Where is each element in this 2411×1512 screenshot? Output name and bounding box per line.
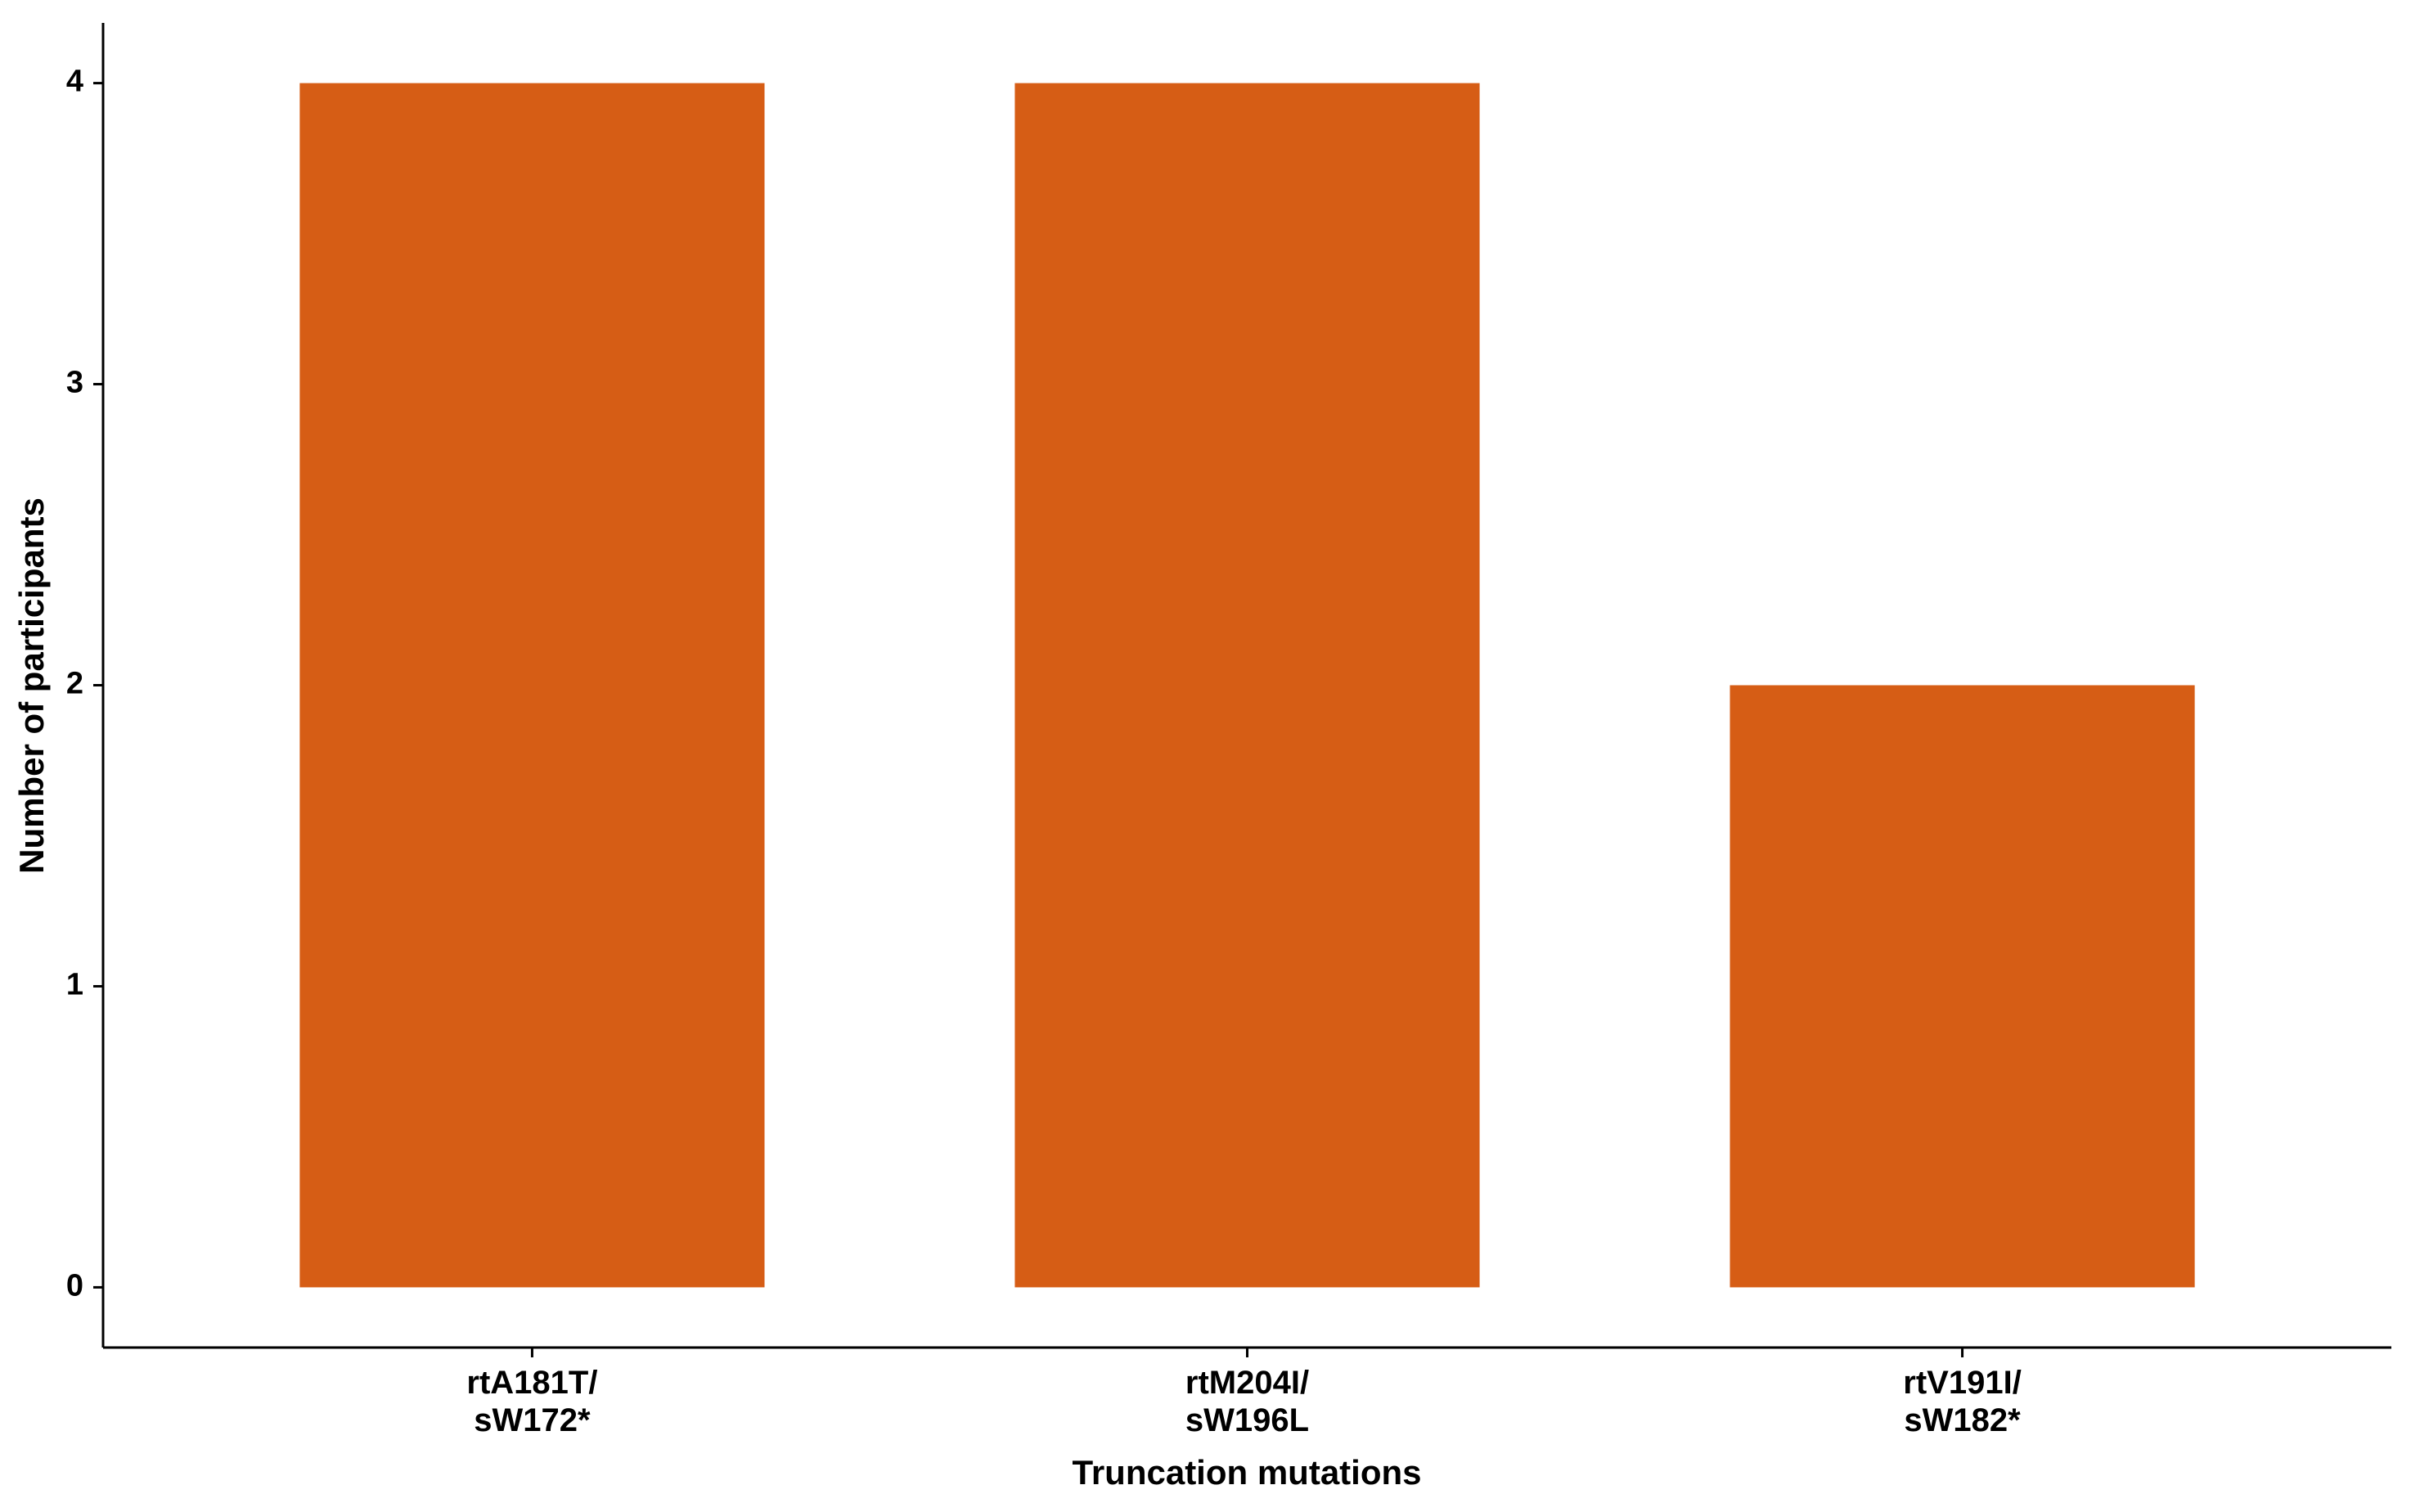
x-tick-label: rtA181T/ sW172*	[466, 1365, 598, 1438]
x-axis-title: Truncation mutations	[1072, 1453, 1421, 1492]
bar	[1730, 685, 2195, 1288]
bar	[1014, 83, 1480, 1288]
bar	[299, 83, 765, 1288]
y-tick-label: 1	[66, 967, 83, 1001]
y-tick-label: 0	[66, 1268, 83, 1303]
x-tick-label: rtM204I/ sW196L	[1185, 1365, 1310, 1438]
y-axis-title: Number of participants	[12, 497, 51, 874]
y-tick-label: 4	[66, 65, 83, 99]
y-tick-label: 2	[66, 667, 83, 701]
x-tick-label: rtV191I/ sW182*	[1903, 1365, 2022, 1438]
y-tick-label: 3	[66, 366, 83, 400]
